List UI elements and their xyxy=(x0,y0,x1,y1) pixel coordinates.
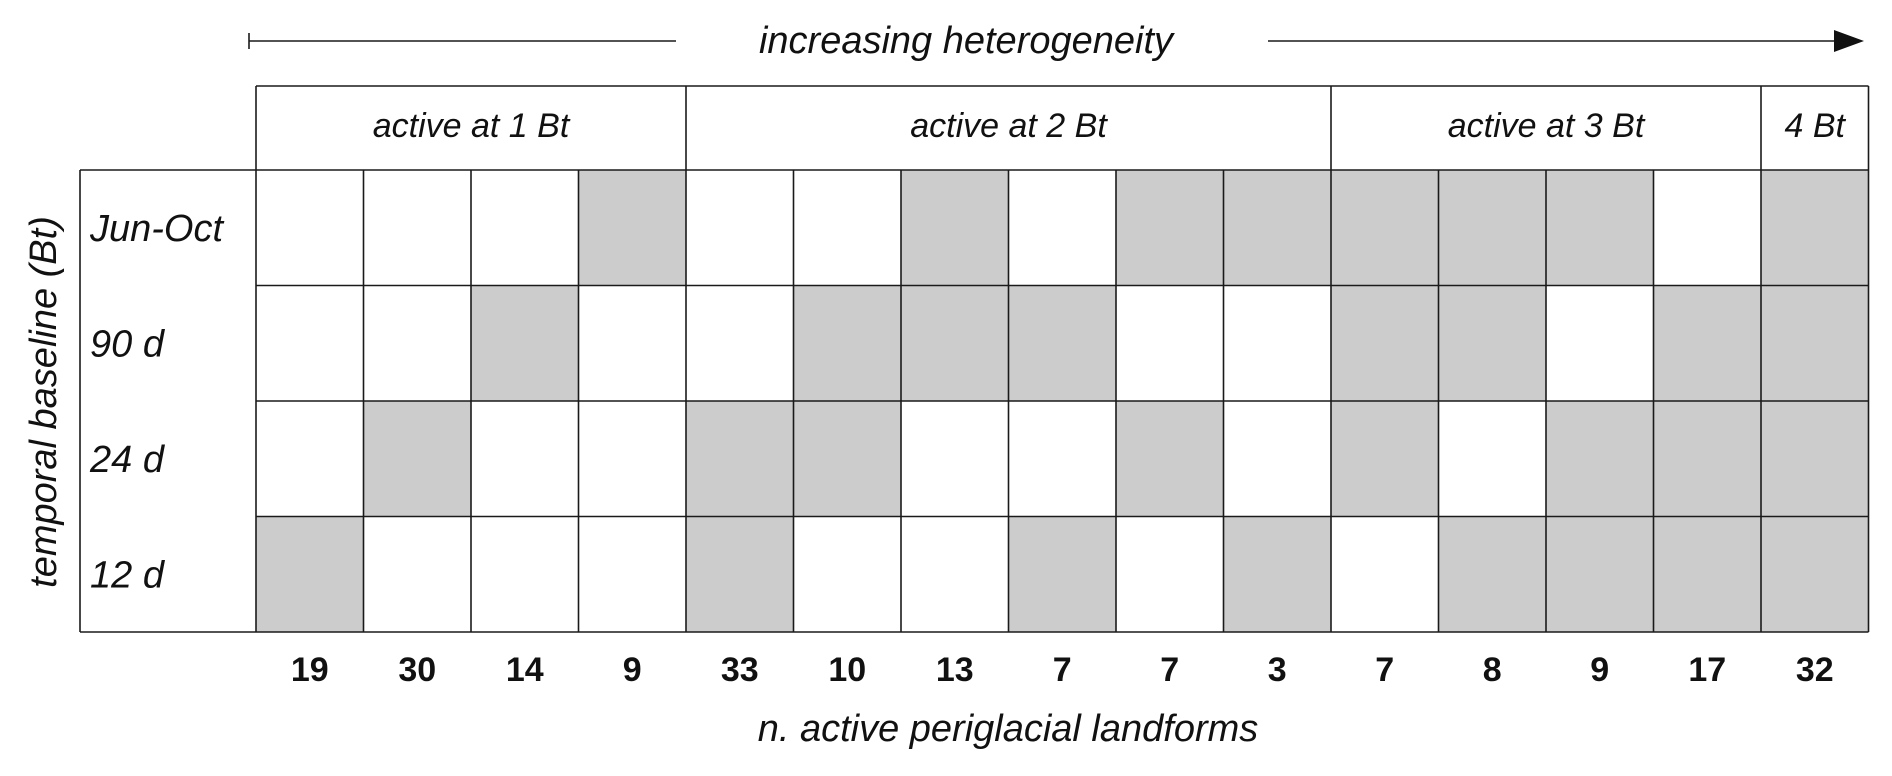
active-cell xyxy=(1438,516,1546,632)
count-label: 32 xyxy=(1796,651,1834,689)
inactive-cell xyxy=(1116,516,1224,632)
inactive-cell xyxy=(901,401,1009,517)
active-cell xyxy=(1331,285,1439,401)
count-label: 19 xyxy=(291,651,329,689)
active-cell xyxy=(1761,285,1869,401)
inactive-cell xyxy=(1223,285,1331,401)
active-cell xyxy=(1653,516,1761,632)
active-cell xyxy=(1438,285,1546,401)
active-cell xyxy=(901,170,1009,286)
active-cell xyxy=(1761,516,1869,632)
active-cell xyxy=(578,170,686,286)
count-labels: 19 30 14 9 33 10 13 7 7 3 7 8 9 17 32 xyxy=(291,651,1834,689)
count-label: 10 xyxy=(828,651,866,689)
count-label: 7 xyxy=(1053,651,1072,689)
inactive-cell xyxy=(471,170,579,286)
active-cell xyxy=(1331,170,1439,286)
group-label: active at 3 Bt xyxy=(1448,107,1646,145)
active-cell xyxy=(1223,170,1331,286)
active-cell xyxy=(1546,516,1654,632)
inactive-cell xyxy=(256,401,364,517)
active-cell xyxy=(686,516,794,632)
count-label: 17 xyxy=(1688,651,1726,689)
inactive-cell xyxy=(686,285,794,401)
group-label: active at 1 Bt xyxy=(373,107,571,145)
inactive-cell xyxy=(578,285,686,401)
active-cell xyxy=(901,285,1009,401)
inactive-cell xyxy=(363,285,471,401)
matrix-cells xyxy=(256,170,1869,632)
matrix-grid xyxy=(79,169,1870,633)
count-label: 30 xyxy=(398,651,436,689)
active-cell xyxy=(686,401,794,517)
inactive-cell xyxy=(1438,401,1546,517)
count-label: 8 xyxy=(1483,651,1502,689)
inactive-cell xyxy=(363,516,471,632)
active-cell xyxy=(1546,401,1654,517)
row-label: 24 d xyxy=(89,439,166,481)
inactive-cell xyxy=(901,516,1009,632)
active-cell xyxy=(1761,170,1869,286)
row-label: Jun-Oct xyxy=(89,208,224,250)
active-cell xyxy=(793,401,901,517)
active-cell xyxy=(1116,170,1224,286)
count-label: 7 xyxy=(1160,651,1179,689)
inactive-cell xyxy=(793,170,901,286)
inactive-cell xyxy=(256,170,364,286)
y-axis-label: temporal baseline (Bt) xyxy=(23,216,65,588)
active-cell xyxy=(1653,285,1761,401)
count-label: 7 xyxy=(1375,651,1394,689)
count-label: 13 xyxy=(936,651,974,689)
count-label: 9 xyxy=(1590,651,1609,689)
active-cell xyxy=(1438,170,1546,286)
count-label: 33 xyxy=(721,651,759,689)
inactive-cell xyxy=(363,170,471,286)
active-cell xyxy=(1116,401,1224,517)
row-label: 12 d xyxy=(90,554,166,596)
row-labels: Jun-Oct 90 d 24 d 12 d xyxy=(89,208,224,597)
active-cell xyxy=(1008,285,1116,401)
inactive-cell xyxy=(1653,170,1761,286)
inactive-cell xyxy=(578,516,686,632)
count-label: 3 xyxy=(1268,651,1287,689)
group-label: 4 Bt xyxy=(1785,107,1847,145)
inactive-cell xyxy=(1116,285,1224,401)
inactive-cell xyxy=(1331,516,1439,632)
active-cell xyxy=(1331,401,1439,517)
heterogeneity-arrowhead-icon xyxy=(1834,30,1864,52)
inactive-cell xyxy=(686,170,794,286)
count-label: 9 xyxy=(623,651,642,689)
inactive-cell xyxy=(793,516,901,632)
inactive-cell xyxy=(578,401,686,517)
inactive-cell xyxy=(471,401,579,517)
active-cell xyxy=(1008,516,1116,632)
active-cell xyxy=(1653,401,1761,517)
group-label: active at 2 Bt xyxy=(910,107,1108,145)
group-header-row: active at 1 Bt active at 2 Bt active at 3 … xyxy=(255,85,1870,170)
active-cell xyxy=(471,285,579,401)
inactive-cell xyxy=(1546,285,1654,401)
active-cell xyxy=(1546,170,1654,286)
active-cell xyxy=(1761,401,1869,517)
inactive-cell xyxy=(471,516,579,632)
inactive-cell xyxy=(1008,170,1116,286)
top-label: increasing heterogeneity xyxy=(759,20,1175,62)
inactive-cell xyxy=(1223,401,1331,517)
inactive-cell xyxy=(1008,401,1116,517)
active-cell xyxy=(256,516,364,632)
x-axis-label: n. active periglacial landforms xyxy=(758,708,1259,750)
row-label: 90 d xyxy=(90,323,166,365)
active-cell xyxy=(1223,516,1331,632)
inactive-cell xyxy=(256,285,364,401)
active-cell xyxy=(363,401,471,517)
count-label: 14 xyxy=(506,651,544,689)
active-cell xyxy=(793,285,901,401)
